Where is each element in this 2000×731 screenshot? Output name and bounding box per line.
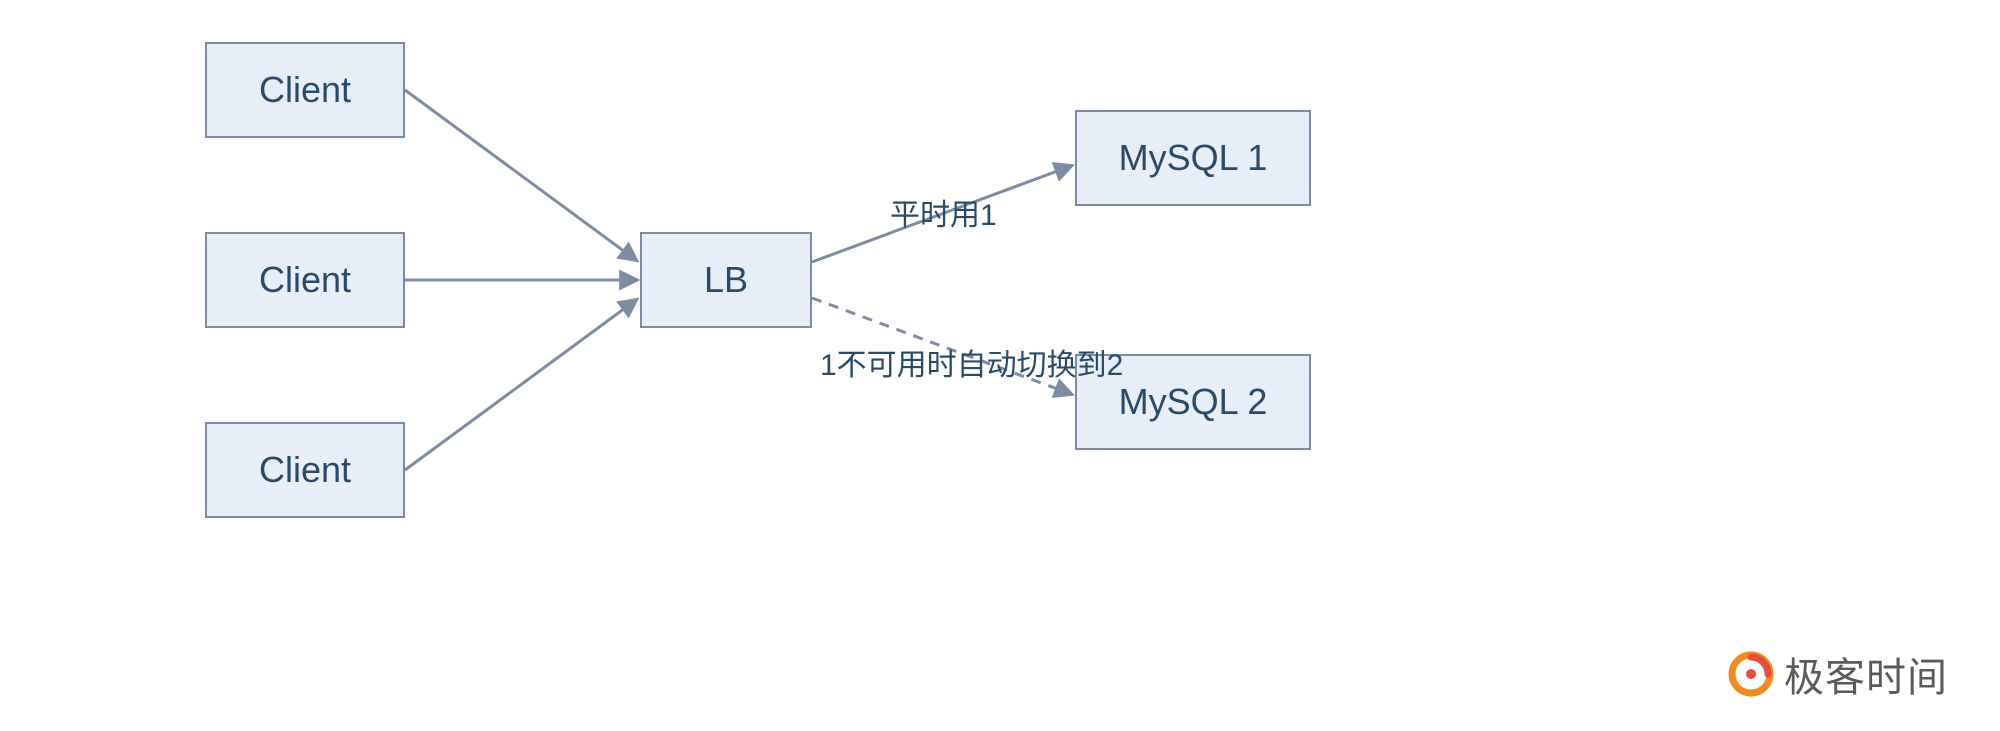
watermark-text: 极客时间	[1784, 645, 1948, 703]
node-client2: Client	[205, 232, 405, 328]
node-client3: Client	[205, 422, 405, 518]
edge-client3-lb	[405, 300, 636, 470]
edge-label-lb-mysql2: 1不可用时自动切换到2	[820, 340, 1123, 384]
node-mysql1: MySQL 1	[1075, 110, 1311, 206]
node-lb: LB	[640, 232, 812, 328]
node-client1: Client	[205, 42, 405, 138]
diagram-canvas: 极客时间 ClientClientClientLBMySQL 1MySQL 2平…	[0, 0, 2000, 731]
watermark: 极客时间	[1728, 645, 1948, 703]
edge-client1-lb	[405, 90, 636, 260]
edge-label-lb-mysql1: 平时用1	[890, 190, 997, 234]
logo-icon	[1728, 651, 1774, 697]
